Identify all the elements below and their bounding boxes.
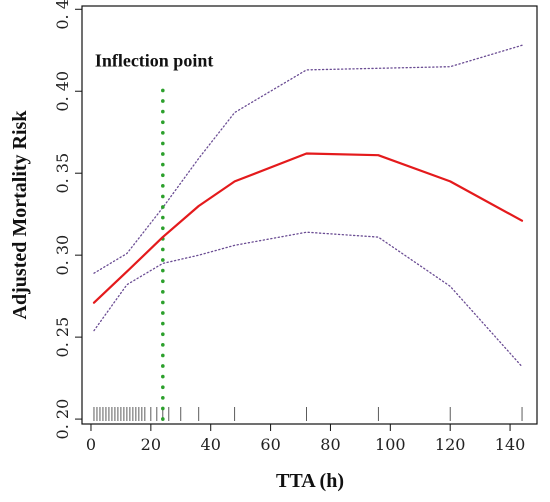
y-axis: 0. 20 0. 25 0. 30 0. 35 0. 40 0. 45 [53,0,82,439]
y-tick-label: 0. 20 [53,399,72,440]
x-tick-label: 120 [435,435,466,454]
plot-frame [81,5,538,425]
x-tick-label: 40 [201,435,221,454]
inflection-point-label: Inflection point [95,51,214,71]
y-axis-title: Adjusted Mortality Risk [9,110,31,320]
estimate-line [92,152,524,304]
x-axis-title: TTA (h) [276,470,344,492]
y-tick-label: 0. 45 [53,0,72,30]
x-tick-label: 80 [320,435,340,454]
x-tick-label: 60 [260,435,280,454]
y-tick-label: 0. 40 [53,71,72,112]
x-axis: 0 20 40 60 80 100 120 140 [86,424,525,454]
x-tick-label: 20 [141,435,161,454]
y-tick-label: 0. 25 [53,317,72,358]
y-tick-label: 0. 30 [53,235,72,276]
lower-ci-line [93,231,523,368]
x-tick-label: 140 [495,435,526,454]
x-tick-label: 0 [86,435,96,454]
y-tick-label: 0. 35 [53,153,72,194]
rug [93,407,523,421]
upper-ci-line [93,44,523,274]
x-tick-label: 100 [375,435,406,454]
confidence-band [93,44,523,368]
estimate-line [92,152,524,304]
